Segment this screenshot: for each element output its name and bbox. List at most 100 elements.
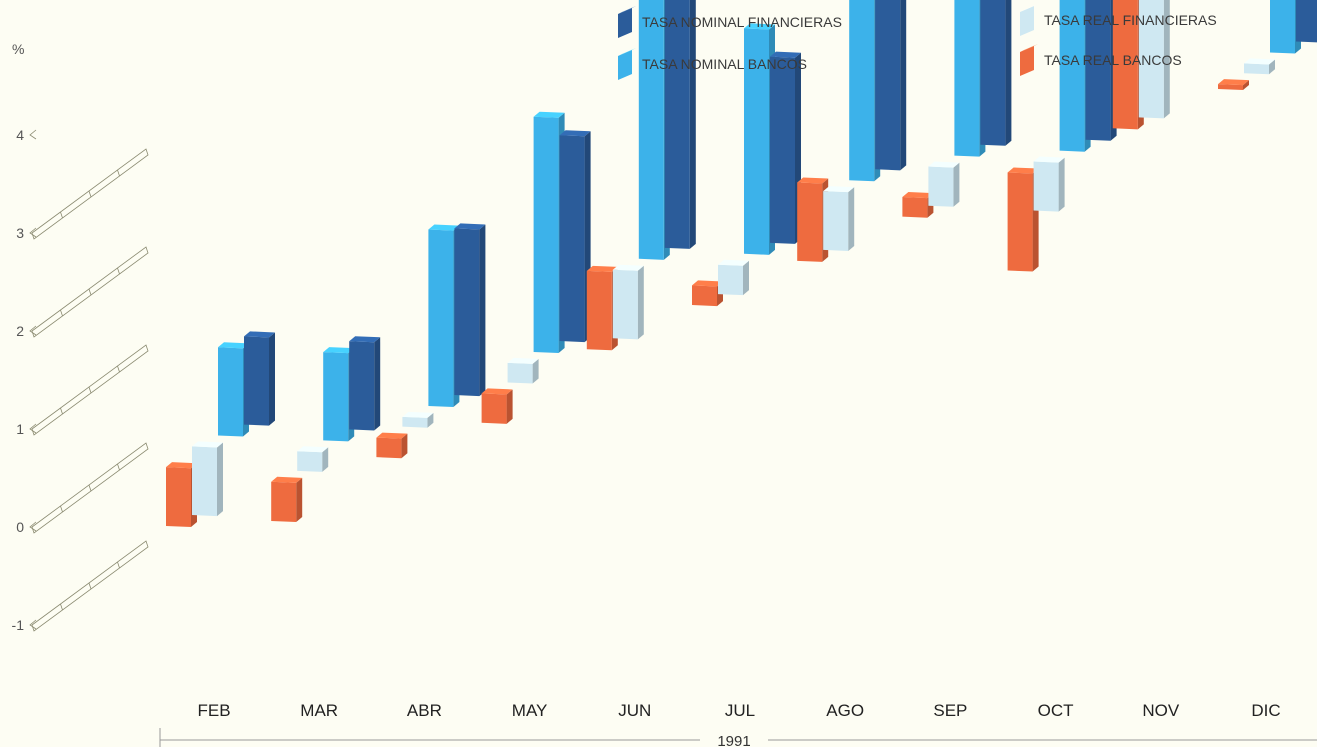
bar (1244, 63, 1269, 75)
y-tick-label: 1 (16, 421, 24, 437)
bar-side (743, 260, 749, 296)
bar (323, 352, 349, 442)
x-tick-label: ABR (407, 701, 442, 720)
bar (402, 416, 428, 428)
bar-top (1033, 156, 1065, 163)
y-axis-ruler-tick (60, 309, 63, 317)
x-tick-label: JUL (725, 701, 755, 720)
legend-entry: TASA REAL FINANCIERAS (1020, 4, 1217, 36)
bar (875, 0, 901, 171)
bar-top (323, 347, 355, 354)
legend-label: TASA NOMINAL BANCOS (642, 56, 807, 72)
bar (902, 197, 928, 218)
x-tick-label: FEB (197, 701, 230, 720)
y-tick-label: 0 (16, 519, 24, 535)
bar-top (1007, 167, 1039, 174)
bar (718, 264, 743, 296)
bar-side (479, 224, 486, 397)
x-tick-label: MAR (300, 701, 338, 720)
bar (980, 0, 1006, 146)
bar (428, 229, 454, 407)
bar-side (1243, 80, 1249, 91)
bar-side (1269, 59, 1275, 75)
bar (376, 437, 402, 459)
bar-top (902, 192, 934, 199)
bar-side (217, 442, 223, 517)
legend-swatch-top (618, 6, 636, 14)
bar-top (454, 223, 486, 230)
y-axis-ruler-tick (117, 267, 120, 275)
year-axis: 1991 (159, 728, 1317, 747)
bar (481, 393, 507, 424)
bar-side (296, 477, 303, 523)
x-axis-labels: FEB MAR ABR MAY JUN JUL AGO SEP OCT NOV DIC (197, 701, 1280, 720)
bar (533, 116, 559, 354)
y-axis-ruler-tick (60, 603, 63, 611)
bar (638, 0, 664, 260)
bar-side (374, 337, 381, 431)
bar-side (900, 0, 907, 171)
bar-top (507, 357, 539, 364)
y-axis-ruler-tick (117, 561, 120, 569)
bar (928, 166, 954, 207)
y-axis-tick-mark (29, 619, 37, 630)
legend-swatch (1020, 46, 1034, 76)
bar-top (718, 259, 749, 266)
bar (1059, 0, 1085, 152)
y-axis-ruler-tick (117, 463, 120, 471)
x-tick-label: AGO (826, 701, 864, 720)
bar-top (770, 51, 801, 58)
y-tick-label: -1 (12, 617, 25, 633)
bar-top (612, 264, 644, 271)
y-axis-ruler-segment (31, 148, 149, 240)
bar-top (797, 177, 829, 184)
bar-side (1005, 0, 1012, 146)
bar-top (533, 111, 565, 118)
legend-entry: TASA NOMINAL BANCOS (618, 48, 807, 80)
bar (271, 481, 297, 523)
y-axis-ruler-segment (31, 540, 149, 632)
bar-top (244, 331, 275, 338)
bar (954, 0, 980, 157)
bar (612, 269, 638, 340)
legend-swatch (618, 8, 632, 38)
bar (692, 285, 717, 307)
bar (218, 347, 243, 437)
bars (166, 0, 1317, 527)
legend-swatch (1020, 6, 1034, 36)
bar (507, 362, 533, 384)
bar-top (297, 446, 329, 453)
y-axis-tick-mark (29, 521, 37, 532)
bar (1218, 84, 1243, 91)
x-tick-label: MAY (512, 701, 548, 720)
y-axis-ruler-tick (88, 288, 92, 296)
bar-side (637, 265, 644, 340)
bar (1007, 172, 1033, 272)
legend-swatch (618, 50, 632, 80)
bar (1085, 0, 1111, 141)
x-tick-label: NOV (1142, 701, 1180, 720)
y-tick-label: 3 (16, 225, 24, 241)
bar-side (427, 412, 434, 428)
legend-label: TASA REAL FINANCIERAS (1044, 12, 1217, 28)
y-tick-label: 4 (16, 127, 24, 143)
y-axis-ruler-tick (88, 484, 92, 492)
bar-top (744, 23, 775, 30)
bar-side (269, 332, 275, 426)
y-axis-ruler-tick (88, 582, 92, 590)
bar-top (692, 280, 723, 287)
x-tick-label: SEP (933, 701, 967, 720)
y-axis-ruler-tick (60, 407, 63, 415)
y-axis-ruler-segment (31, 344, 149, 436)
bar-top (349, 336, 381, 343)
bar-side (506, 389, 513, 424)
bar-side (848, 187, 855, 251)
x-tick-label: OCT (1038, 701, 1074, 720)
bar (797, 182, 823, 262)
bar-top (271, 476, 303, 483)
bar (559, 135, 585, 343)
y-axis-ruler-tick (60, 505, 63, 513)
bar-top (823, 186, 855, 193)
bar (297, 451, 323, 472)
